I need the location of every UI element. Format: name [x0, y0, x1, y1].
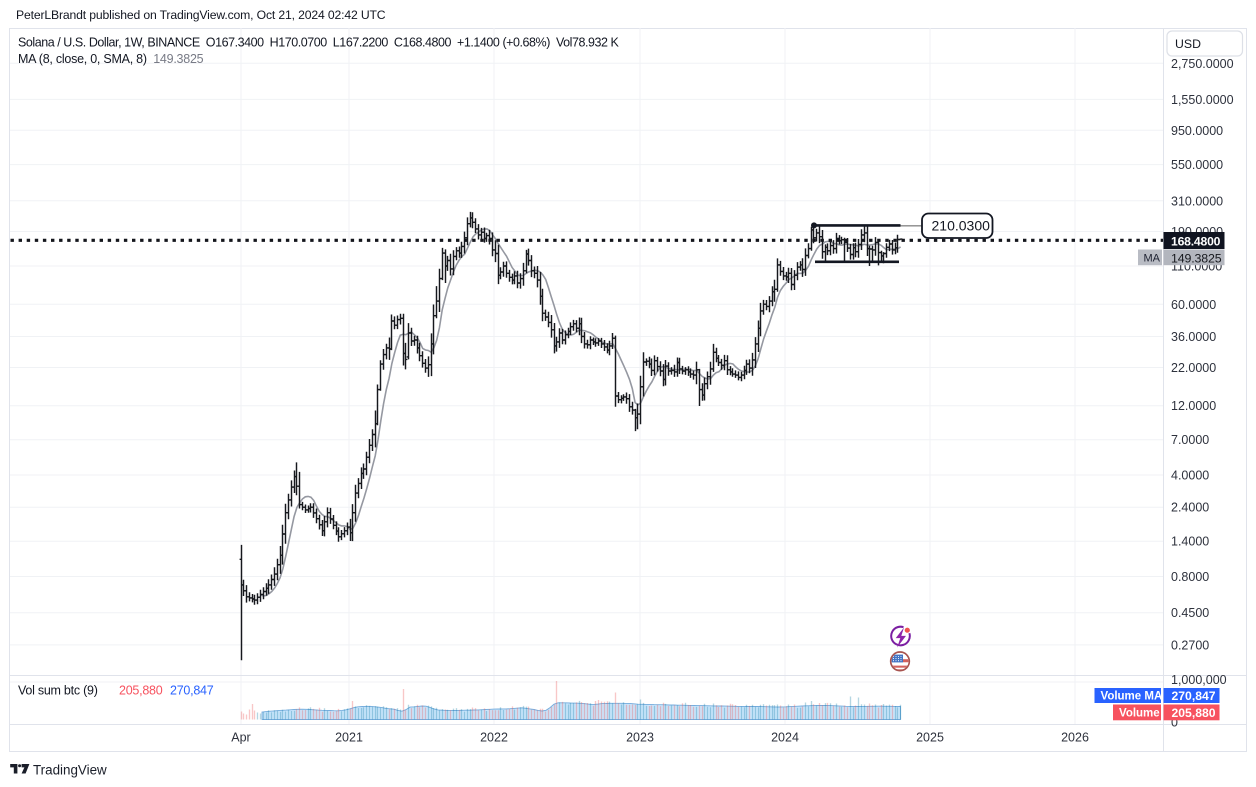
- svg-text:550.0000: 550.0000: [1171, 158, 1223, 172]
- svg-text:MA (8, close, 0, SMA, 8) 149.: MA (8, close, 0, SMA, 8) 149.3825: [18, 52, 204, 66]
- svg-text:270,847: 270,847: [1172, 689, 1216, 703]
- svg-text:12.0000: 12.0000: [1171, 399, 1216, 413]
- svg-text:950.0000: 950.0000: [1171, 124, 1223, 138]
- svg-text:2025: 2025: [916, 731, 944, 745]
- svg-text:1.4000: 1.4000: [1171, 535, 1209, 549]
- svg-text:2024: 2024: [771, 731, 799, 745]
- svg-text:2021: 2021: [335, 731, 363, 745]
- svg-text:USD: USD: [1175, 37, 1201, 51]
- svg-text:4.0000: 4.0000: [1171, 469, 1209, 483]
- svg-text:210.0300: 210.0300: [932, 218, 991, 234]
- svg-text:2.4000: 2.4000: [1171, 501, 1209, 515]
- svg-text:Solana / U.S. Dollar, 1W, BINA: Solana / U.S. Dollar, 1W, BINANCE O167.3…: [18, 36, 620, 50]
- svg-text:0.2700: 0.2700: [1171, 638, 1209, 652]
- svg-text:2022: 2022: [480, 731, 508, 745]
- svg-text:168.4800: 168.4800: [1171, 234, 1221, 248]
- svg-text:2,750.0000: 2,750.0000: [1171, 57, 1234, 71]
- svg-text:1,550.0000: 1,550.0000: [1171, 93, 1234, 107]
- svg-text:7.0000: 7.0000: [1171, 433, 1209, 447]
- svg-text:22.0000: 22.0000: [1171, 361, 1216, 375]
- svg-text:149.3825: 149.3825: [1171, 251, 1222, 265]
- svg-text:MA: MA: [1144, 252, 1161, 264]
- svg-text:0: 0: [1171, 716, 1178, 730]
- svg-text:Volume: Volume: [1119, 708, 1160, 720]
- svg-text:Apr: Apr: [231, 731, 250, 745]
- svg-text:1,000,000: 1,000,000: [1171, 673, 1227, 687]
- svg-text:2026: 2026: [1061, 731, 1089, 745]
- svg-text:2023: 2023: [626, 731, 654, 745]
- svg-text:TradingView: TradingView: [33, 762, 107, 777]
- svg-text:Volume MA: Volume MA: [1101, 691, 1163, 703]
- svg-text:310.0000: 310.0000: [1171, 194, 1223, 208]
- svg-text:205,880: 205,880: [1172, 706, 1216, 720]
- svg-text:60.0000: 60.0000: [1171, 298, 1216, 312]
- svg-text:36.0000: 36.0000: [1171, 330, 1216, 344]
- svg-text:PeterLBrandt published on Trad: PeterLBrandt published on TradingView.co…: [16, 8, 386, 22]
- svg-text:0.8000: 0.8000: [1171, 570, 1209, 584]
- svg-text:0.4500: 0.4500: [1171, 606, 1209, 620]
